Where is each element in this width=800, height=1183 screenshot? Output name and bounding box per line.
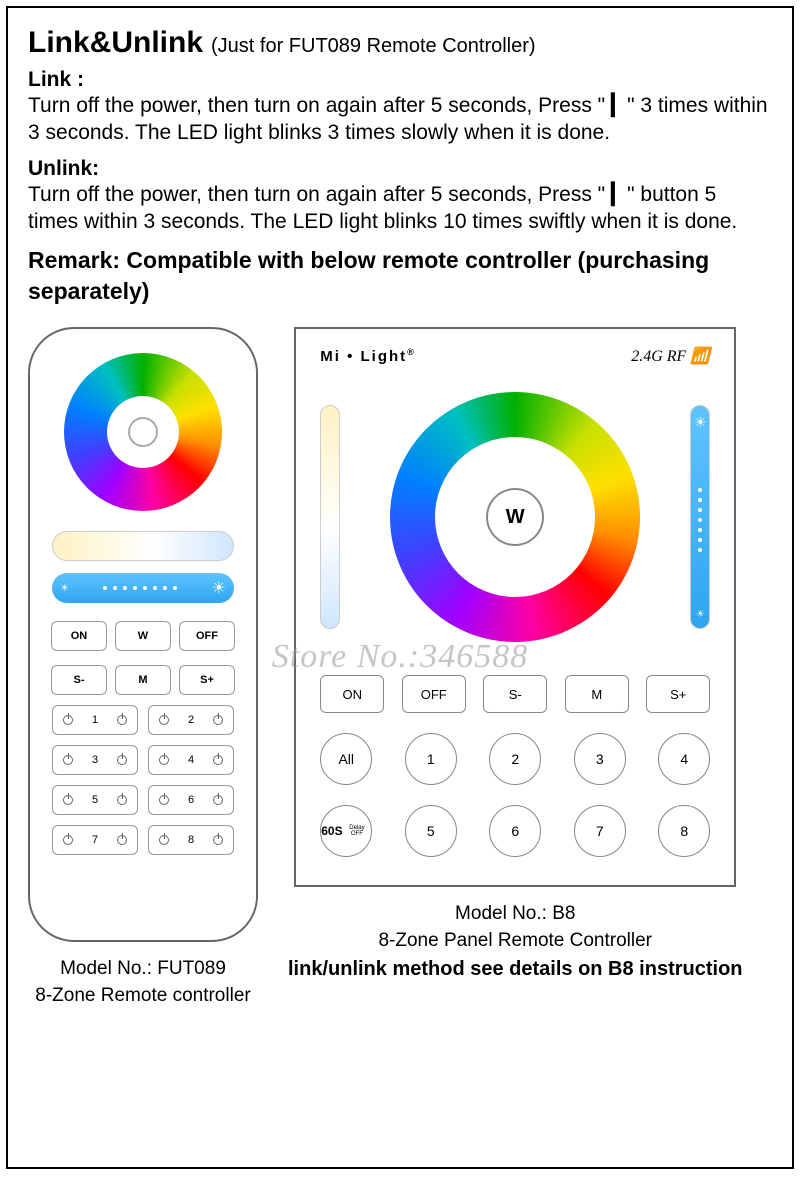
sun-low-icon: ☀ [696, 609, 705, 620]
rf-label: 2.4G RF 📶 [631, 346, 710, 366]
panel-m-button[interactable]: M [565, 675, 629, 713]
fut089-label: Model No.: FUT089 8-Zone Remote controll… [28, 956, 258, 1009]
power-icon [117, 795, 127, 805]
brightness-slider-vertical[interactable]: ☀ ☀ [690, 405, 710, 629]
slider-dots [103, 586, 177, 590]
panel-button-row: ON OFF S- M S+ [320, 675, 710, 713]
power-icon [213, 755, 223, 765]
b8-desc: 8-Zone Panel Remote Controller [378, 928, 652, 955]
zone-6-button[interactable]: 6 [148, 785, 234, 815]
delay-off-button[interactable]: 60SDelay OFF [320, 805, 372, 857]
zone-2-button[interactable]: 2 [148, 705, 234, 735]
zone-8-button[interactable]: 8 [148, 825, 234, 855]
zone-3-button[interactable]: 3 [574, 733, 626, 785]
s-plus-button[interactable]: S+ [179, 665, 235, 695]
zone-row-1: 1 2 [52, 705, 234, 735]
sun-high-icon: ☀ [212, 578, 226, 598]
b8-note: link/unlink method see details on B8 ins… [288, 956, 743, 982]
s-minus-button[interactable]: S- [51, 665, 107, 695]
sun-low-icon: ☀ [60, 583, 69, 594]
power-icon [213, 835, 223, 845]
zone-row-2: 3 4 [52, 745, 234, 775]
zone-5-button[interactable]: 5 [405, 805, 457, 857]
w-button[interactable]: W [115, 621, 171, 651]
on-button[interactable]: ON [51, 621, 107, 651]
zone-row-3: 5 6 [52, 785, 234, 815]
button-row-2: S- M S+ [51, 665, 235, 695]
power-icon [213, 715, 223, 725]
fut089-block: ☀ ☀ ON W OFF S- M S+ 1 2 [28, 327, 258, 1009]
zone-1-button[interactable]: 1 [52, 705, 138, 735]
m-button[interactable]: M [115, 665, 171, 695]
zone-7-button[interactable]: 7 [52, 825, 138, 855]
power-icon [63, 835, 73, 845]
all-button[interactable]: All [320, 733, 372, 785]
b8-block: Mi • Light® 2.4G RF 📶 W ☀ ☀ ON [288, 327, 743, 982]
wheel-center-button[interactable] [128, 417, 158, 447]
zone-6-button[interactable]: 6 [489, 805, 541, 857]
panel-s-plus-button[interactable]: S+ [646, 675, 710, 713]
fut089-desc: 8-Zone Remote controller [28, 983, 258, 1010]
remark-text: Remark: Compatible with below remote con… [28, 245, 772, 307]
cct-slider-vertical[interactable] [320, 405, 340, 629]
panel-on-button[interactable]: ON [320, 675, 384, 713]
brightness-slider[interactable]: ☀ ☀ [52, 573, 234, 603]
power-icon [63, 755, 73, 765]
button-row-1: ON W OFF [51, 621, 235, 651]
power-icon [117, 835, 127, 845]
fut089-remote: ☀ ☀ ON W OFF S- M S+ 1 2 [28, 327, 258, 942]
page: Link&Unlink (Just for FUT089 Remote Cont… [6, 6, 794, 1169]
color-wheel[interactable] [64, 353, 222, 511]
slider-dots [698, 488, 702, 552]
panel-main: W ☀ ☀ [320, 389, 710, 645]
zone-4-button[interactable]: 4 [658, 733, 710, 785]
b8-label: Model No.: B8 8-Zone Panel Remote Contro… [378, 901, 652, 954]
panel-circle-row-2: 60SDelay OFF 5 6 7 8 [320, 805, 710, 857]
b8-panel: Mi • Light® 2.4G RF 📶 W ☀ ☀ ON [294, 327, 736, 887]
brand-logo: Mi • Light® [320, 347, 416, 365]
panel-off-button[interactable]: OFF [402, 675, 466, 713]
power-icon [63, 715, 73, 725]
zone-2-button[interactable]: 2 [489, 733, 541, 785]
title-row: Link&Unlink (Just for FUT089 Remote Cont… [28, 26, 772, 60]
power-icon [63, 795, 73, 805]
power-icon [159, 755, 169, 765]
cct-slider[interactable] [52, 531, 234, 561]
zone-5-button[interactable]: 5 [52, 785, 138, 815]
big-color-wheel[interactable]: W [390, 392, 640, 642]
unlink-heading: Unlink: [28, 157, 772, 181]
off-button[interactable]: OFF [179, 621, 235, 651]
link-heading: Link : [28, 68, 772, 92]
page-title: Link&Unlink [28, 26, 203, 60]
zone-7-button[interactable]: 7 [574, 805, 626, 857]
power-icon [159, 715, 169, 725]
wheel-inner [107, 396, 179, 468]
fut089-model: Model No.: FUT089 [28, 956, 258, 983]
power-icon [117, 715, 127, 725]
unlink-body: Turn off the power, then turn on again a… [28, 181, 772, 236]
page-subtitle: (Just for FUT089 Remote Controller) [211, 35, 536, 58]
w-center-button[interactable]: W [486, 488, 544, 546]
devices-row: ☀ ☀ ON W OFF S- M S+ 1 2 [28, 327, 772, 1009]
zone-8-button[interactable]: 8 [658, 805, 710, 857]
power-icon [117, 755, 127, 765]
zone-3-button[interactable]: 3 [52, 745, 138, 775]
zone-4-button[interactable]: 4 [148, 745, 234, 775]
power-icon [159, 795, 169, 805]
power-icon [213, 795, 223, 805]
sun-high-icon: ☀ [694, 414, 707, 431]
power-icon [159, 835, 169, 845]
zone-row-4: 7 8 [52, 825, 234, 855]
zone-1-button[interactable]: 1 [405, 733, 457, 785]
panel-s-minus-button[interactable]: S- [483, 675, 547, 713]
link-body: Turn off the power, then turn on again a… [28, 92, 772, 147]
panel-header: Mi • Light® 2.4G RF 📶 [320, 345, 710, 367]
panel-circle-row-1: All 1 2 3 4 [320, 733, 710, 785]
b8-model: Model No.: B8 [378, 901, 652, 928]
